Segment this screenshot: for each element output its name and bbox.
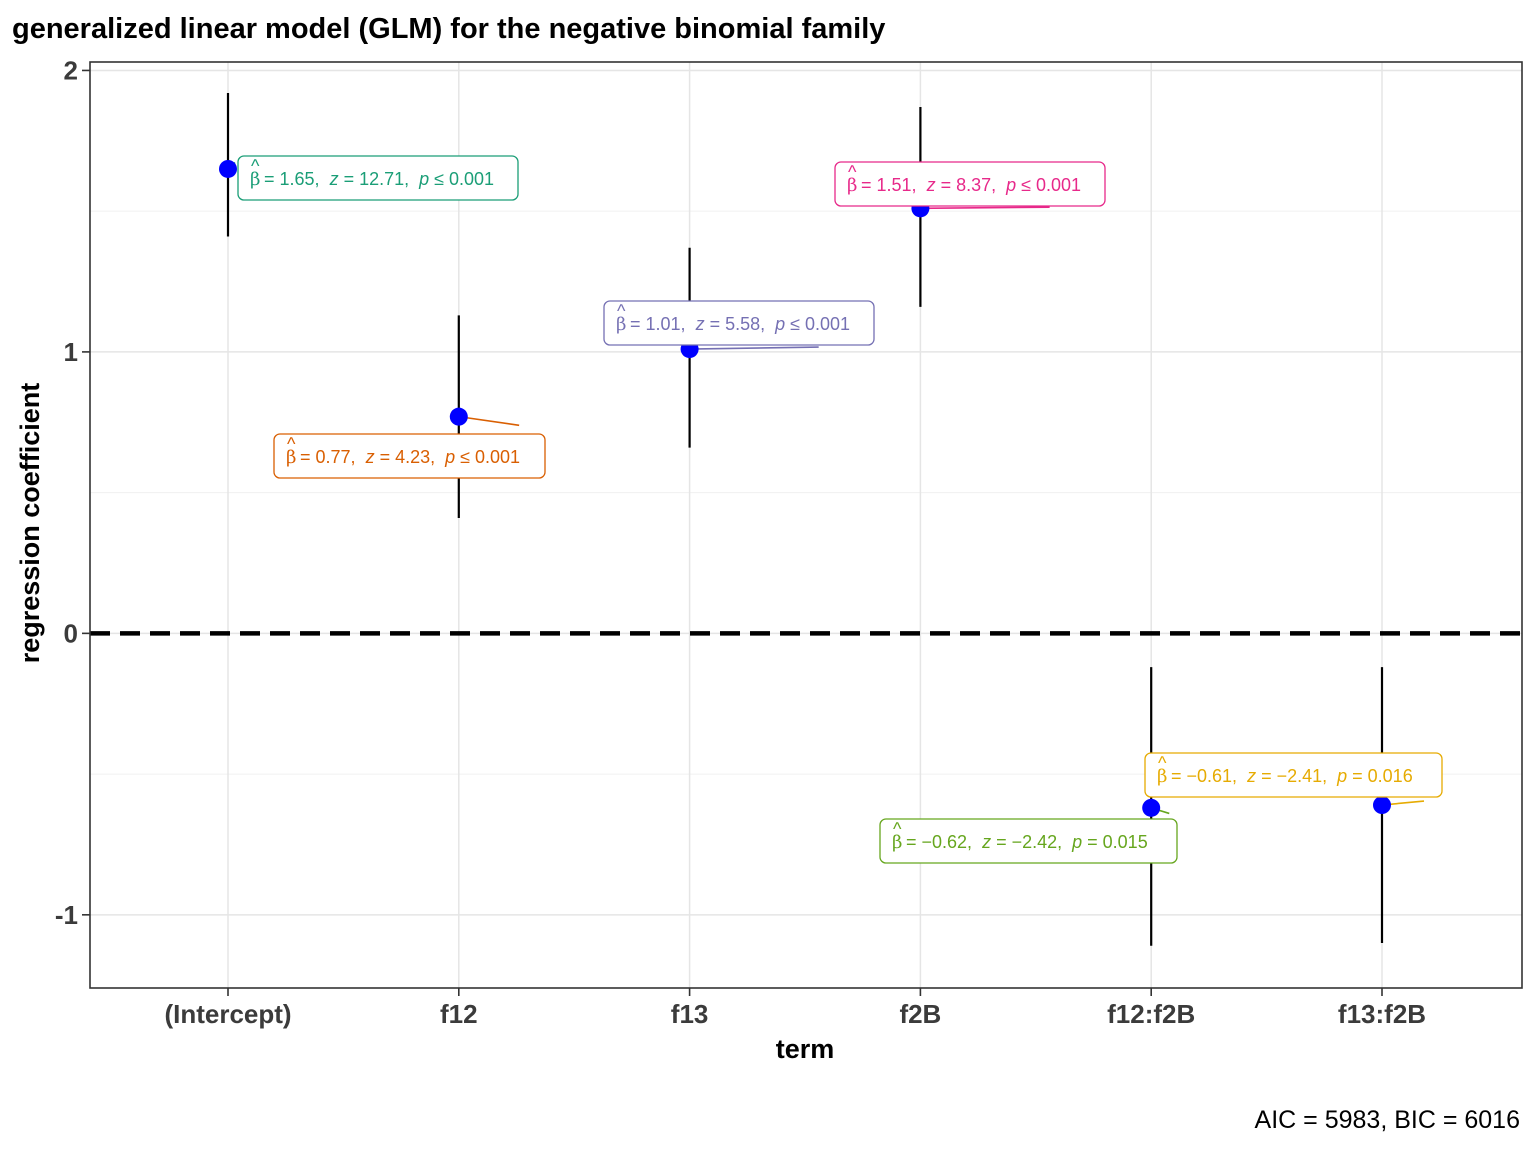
y-tick-label: -1 bbox=[55, 900, 78, 930]
label-box bbox=[237, 155, 519, 201]
coefficient-label: ^β = −0.61, z = −2.41, p = 0.016 bbox=[1144, 752, 1443, 798]
label-connector bbox=[689, 346, 819, 350]
label-text-part: = −2.42, bbox=[991, 832, 1072, 852]
label-text-part: z bbox=[365, 447, 375, 467]
label-text-part: = 5.58, bbox=[705, 314, 776, 334]
model-fit-caption: AIC = 5983, BIC = 6016 bbox=[1255, 1106, 1520, 1134]
coefficient-point bbox=[219, 159, 237, 178]
label-text: = −0.61, z = −2.41, p = 0.016 bbox=[1171, 766, 1413, 786]
label-text-part: p bbox=[444, 447, 455, 467]
coefficient-label: ^β = 1.01, z = 5.58, p ≤ 0.001 bbox=[603, 300, 875, 346]
label-text: = 1.01, z = 5.58, p ≤ 0.001 bbox=[630, 314, 850, 334]
x-tick-label: (Intercept) bbox=[164, 999, 291, 1029]
label-text-part: = 1.01, bbox=[630, 314, 696, 334]
beta-symbol: β bbox=[1157, 766, 1167, 787]
y-tick-label: 1 bbox=[64, 337, 78, 367]
x-axis-title: term bbox=[776, 1034, 835, 1064]
x-tick-label: f12 bbox=[440, 999, 478, 1029]
y-tick-label: 2 bbox=[64, 55, 78, 85]
plot-panel: ^β = 1.65, z = 12.71, p ≤ 0.001^β = 0.77, … bbox=[89, 61, 1523, 989]
beta-hat-mark: ^ bbox=[848, 162, 857, 182]
label-text-part: = 1.51, bbox=[861, 175, 927, 195]
x-tick-label: f2B bbox=[899, 999, 941, 1029]
label-box bbox=[273, 433, 546, 479]
beta-hat-mark: ^ bbox=[617, 301, 626, 321]
label-text-part: ≤ 0.001 bbox=[1016, 175, 1081, 195]
label-box bbox=[834, 161, 1106, 207]
label-text: = 0.77, z = 4.23, p ≤ 0.001 bbox=[300, 447, 520, 467]
beta-hat-mark: ^ bbox=[893, 819, 902, 839]
label-text-part: = −0.61, bbox=[1171, 766, 1247, 786]
x-tick-label: f13:f2B bbox=[1338, 999, 1426, 1029]
coefficient-label: ^β = −0.62, z = −2.42, p = 0.015 bbox=[879, 818, 1178, 864]
y-axis-title: regression coefficient bbox=[15, 383, 45, 664]
label-text-part: z bbox=[329, 169, 339, 189]
coefficient-label: ^β = 1.51, z = 8.37, p ≤ 0.001 bbox=[834, 161, 1106, 207]
x-tick-label: f13 bbox=[671, 999, 709, 1029]
label-text-part: = 8.37, bbox=[936, 175, 1007, 195]
coefficient-point bbox=[449, 407, 468, 426]
label-text-part: ≤ 0.001 bbox=[785, 314, 850, 334]
beta-hat-mark: ^ bbox=[287, 434, 296, 454]
beta-symbol: β bbox=[250, 169, 260, 190]
axes: -1 0 1 2 (Intercept) f12 f13 f2B f12:f2B f13:f2B bbox=[55, 55, 1426, 1029]
beta-hat-mark: ^ bbox=[251, 156, 260, 176]
label-text-part: p bbox=[418, 169, 429, 189]
beta-symbol: β bbox=[847, 175, 857, 196]
label-text-part: p bbox=[1071, 832, 1082, 852]
label-text-part: = 4.23, bbox=[375, 447, 446, 467]
coefficient-labels: ^β = 1.65, z = 12.71, p ≤ 0.001^β = 0.77, … bbox=[237, 155, 1443, 864]
label-text-part: = −2.41, bbox=[1256, 766, 1337, 786]
y-tick-label: 0 bbox=[64, 618, 78, 648]
label-box bbox=[879, 818, 1178, 864]
label-text: = 1.65, z = 12.71, p ≤ 0.001 bbox=[264, 169, 494, 189]
beta-symbol: β bbox=[286, 447, 296, 468]
beta-symbol: β bbox=[892, 832, 902, 853]
x-tick-label: f12:f2B bbox=[1107, 999, 1195, 1029]
label-text-part: p bbox=[1336, 766, 1347, 786]
panel-background bbox=[90, 62, 1522, 988]
label-text-part: z bbox=[981, 832, 991, 852]
label-text-part: p bbox=[774, 314, 785, 334]
label-text-part: = −0.62, bbox=[906, 832, 982, 852]
coefficient-label: ^β = 1.65, z = 12.71, p ≤ 0.001 bbox=[237, 155, 519, 201]
coefficient-label: ^β = 0.77, z = 4.23, p ≤ 0.001 bbox=[273, 433, 546, 479]
label-text-part: z bbox=[1246, 766, 1256, 786]
label-box bbox=[1144, 752, 1443, 798]
label-connector bbox=[920, 206, 1050, 210]
label-text-part: = 0.77, bbox=[300, 447, 366, 467]
chart-title: generalized linear model (GLM) for the n… bbox=[12, 13, 885, 45]
label-box bbox=[603, 300, 875, 346]
label-text-part: p bbox=[1005, 175, 1016, 195]
label-connector bbox=[458, 415, 520, 427]
label-text-part: z bbox=[926, 175, 936, 195]
label-text-part: = 0.015 bbox=[1082, 832, 1148, 852]
label-text-part: ≤ 0.001 bbox=[429, 169, 494, 189]
coefficient-point bbox=[1373, 796, 1391, 815]
label-text-part: = 12.71, bbox=[339, 169, 420, 189]
label-text: = −0.62, z = −2.42, p = 0.015 bbox=[906, 832, 1148, 852]
label-text-part: z bbox=[695, 314, 705, 334]
label-text: = 1.51, z = 8.37, p ≤ 0.001 bbox=[861, 175, 1081, 195]
coefficient-point bbox=[1142, 798, 1161, 817]
label-text-part: ≤ 0.001 bbox=[455, 447, 520, 467]
beta-symbol: β bbox=[616, 314, 626, 335]
label-text-part: = 1.65, bbox=[264, 169, 330, 189]
panel-border bbox=[89, 61, 1523, 989]
label-text-part: = 0.016 bbox=[1347, 766, 1413, 786]
beta-hat-mark: ^ bbox=[1158, 753, 1167, 773]
